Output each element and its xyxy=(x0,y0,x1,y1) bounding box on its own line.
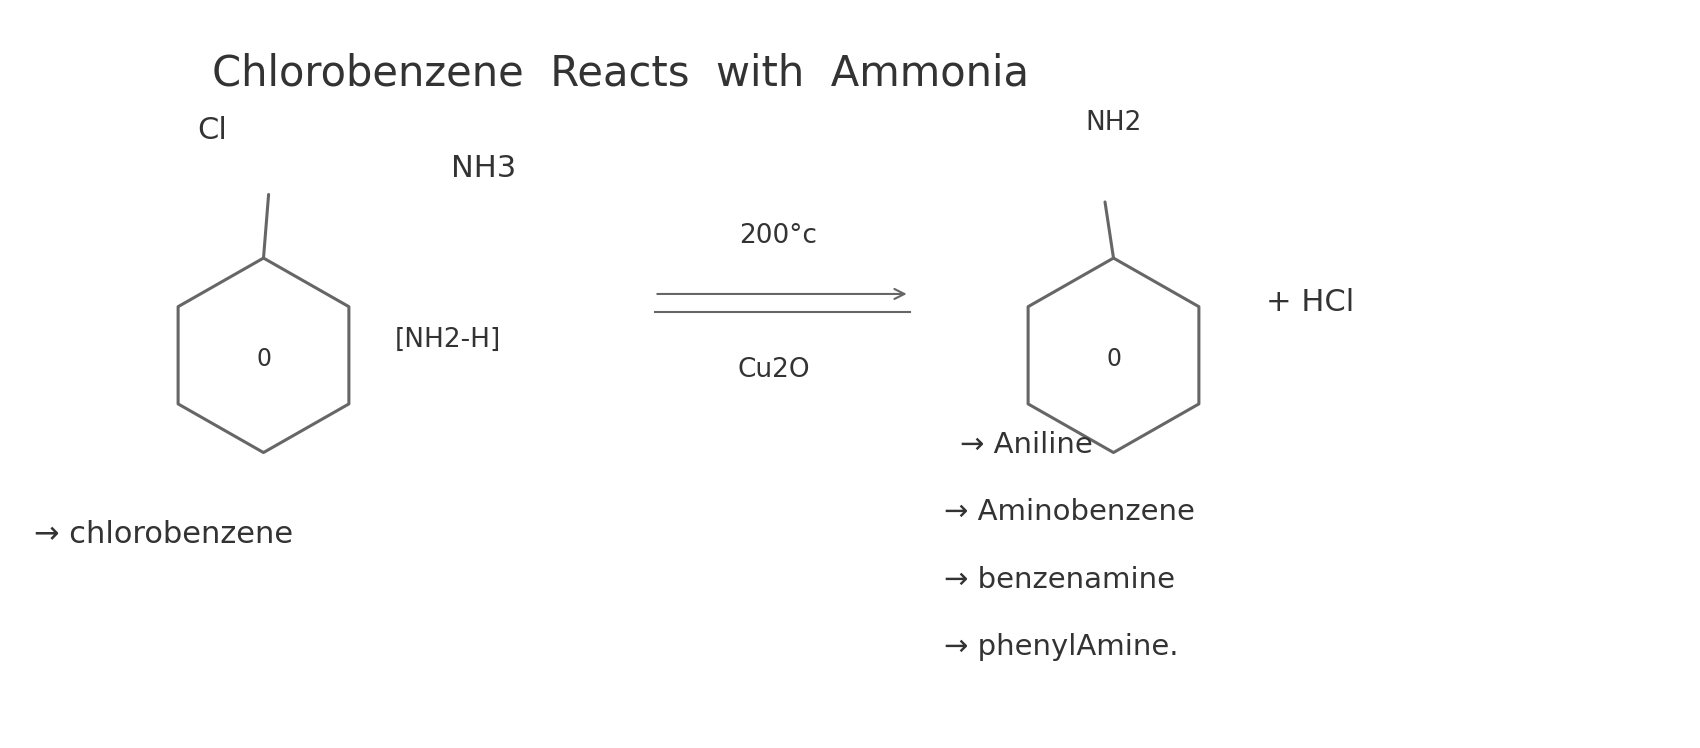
Text: Cu2O: Cu2O xyxy=(738,358,809,383)
Text: → chlorobenzene: → chlorobenzene xyxy=(34,521,292,549)
Text: → Aminobenzene: → Aminobenzene xyxy=(944,498,1195,527)
Text: 200°c: 200°c xyxy=(740,223,818,248)
Text: [NH2-H]: [NH2-H] xyxy=(394,328,500,353)
Text: NH3: NH3 xyxy=(450,154,515,183)
Text: NH2: NH2 xyxy=(1085,111,1142,136)
Text: → phenylAmine.: → phenylAmine. xyxy=(944,633,1178,661)
Text: → benzenamine: → benzenamine xyxy=(944,565,1175,594)
Text: + HCl: + HCl xyxy=(1266,289,1355,317)
Text: Cl: Cl xyxy=(197,117,228,145)
Text: Chlorobenzene  Reacts  with  Ammonia: Chlorobenzene Reacts with Ammonia xyxy=(212,52,1028,94)
Text: 0: 0 xyxy=(1107,347,1120,371)
Text: → Aniline: → Aniline xyxy=(960,431,1093,459)
Text: 0: 0 xyxy=(257,347,270,371)
